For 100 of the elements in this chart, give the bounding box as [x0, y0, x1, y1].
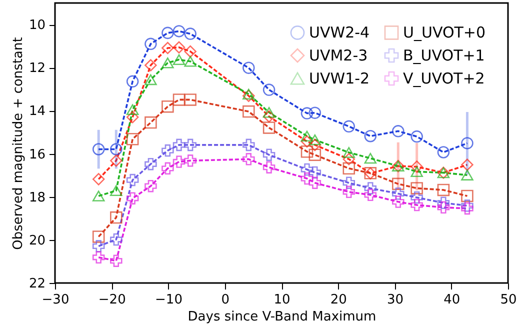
point	[184, 45, 196, 58]
point	[300, 130, 314, 142]
point	[110, 254, 122, 267]
point	[437, 196, 450, 210]
y-tick-label: 20	[28, 233, 46, 248]
point	[144, 74, 157, 86]
point	[342, 176, 356, 189]
point	[184, 94, 196, 106]
point	[162, 42, 174, 54]
point	[126, 104, 139, 116]
point	[308, 166, 322, 179]
point	[300, 163, 314, 176]
point	[126, 75, 139, 88]
point	[126, 132, 139, 146]
point	[392, 178, 404, 190]
x-tick-label: 50	[500, 292, 517, 308]
point	[172, 156, 186, 168]
x-tick-label: −30	[42, 292, 70, 308]
point	[242, 90, 255, 102]
point	[410, 182, 423, 194]
point	[461, 170, 474, 180]
point	[364, 130, 377, 142]
point	[300, 172, 314, 185]
point	[437, 146, 450, 158]
point	[461, 190, 474, 202]
point	[364, 188, 377, 202]
x-tick-label: −10	[155, 292, 182, 308]
point	[172, 25, 186, 38]
point	[364, 182, 377, 194]
point	[110, 185, 122, 196]
point	[144, 158, 157, 170]
point	[342, 120, 356, 133]
point	[144, 180, 157, 192]
x-tick-label: 0	[221, 292, 230, 308]
x-tick-label: −20	[98, 292, 126, 308]
point	[262, 107, 276, 118]
point	[162, 162, 174, 175]
point	[392, 125, 404, 138]
x-tick-label: 10	[274, 292, 290, 308]
point	[308, 106, 322, 119]
point	[242, 138, 255, 152]
point	[110, 211, 122, 224]
point	[410, 166, 423, 178]
point	[92, 251, 105, 264]
point	[144, 59, 157, 72]
legend-label: V_UVOT+2	[403, 70, 485, 88]
point	[300, 107, 314, 120]
point	[162, 26, 174, 40]
point	[184, 154, 196, 167]
point	[410, 191, 423, 204]
point	[92, 143, 105, 156]
point	[184, 138, 196, 152]
point	[392, 187, 404, 200]
y-tick-label: 12	[28, 61, 46, 76]
y-tick-label: 22	[28, 276, 46, 292]
point	[110, 233, 122, 246]
point	[342, 153, 356, 166]
point	[172, 94, 186, 106]
point	[342, 162, 356, 175]
y-tick-label: 10	[28, 18, 46, 34]
point	[410, 160, 423, 173]
legend-label: UVW1-2	[309, 70, 370, 88]
point	[308, 134, 322, 146]
point	[144, 116, 157, 129]
point	[242, 88, 255, 100]
point	[300, 145, 314, 158]
point	[162, 144, 174, 157]
point	[461, 137, 474, 150]
point	[92, 240, 105, 252]
point	[126, 174, 139, 186]
point	[162, 57, 174, 68]
point	[172, 138, 186, 152]
point	[110, 154, 122, 167]
point	[184, 56, 196, 67]
point	[392, 196, 404, 208]
point	[437, 201, 450, 214]
point	[172, 54, 186, 66]
legend-label: B_UVOT+1	[403, 46, 485, 64]
point	[262, 84, 276, 96]
point	[262, 122, 276, 134]
point	[262, 110, 276, 123]
point	[242, 105, 255, 118]
point	[126, 111, 139, 124]
point	[262, 148, 276, 161]
point	[92, 190, 105, 202]
legend-label: U_UVOT+0	[403, 24, 486, 42]
point	[461, 200, 474, 212]
point	[144, 38, 157, 50]
point	[342, 147, 356, 158]
point	[308, 176, 322, 189]
point	[162, 100, 174, 113]
point	[342, 186, 356, 198]
point	[437, 184, 450, 196]
x-tick-label: 40	[444, 292, 460, 308]
y-tick-label: 16	[28, 147, 46, 162]
y-axis-title: Observed magnitude + constant	[10, 37, 26, 250]
x-tick-label: 30	[386, 292, 404, 308]
point	[300, 135, 314, 148]
x-axis-title: Days since V-Band Maximum	[188, 310, 376, 324]
legend-label: UVW2-4	[309, 24, 370, 42]
